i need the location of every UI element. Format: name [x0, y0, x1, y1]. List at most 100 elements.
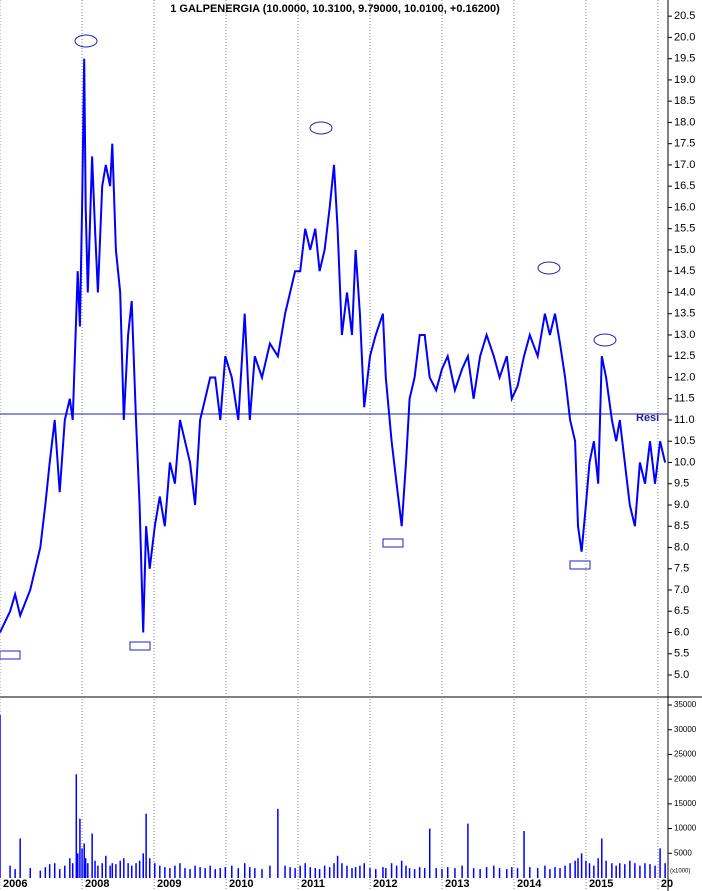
volume-bar	[101, 863, 103, 878]
resistance-label: Resi	[636, 412, 659, 424]
volume-bar	[44, 867, 47, 878]
volume-bar	[79, 818, 81, 878]
volume-bar	[75, 774, 78, 878]
volume-bar	[564, 865, 566, 878]
volume-bar	[224, 867, 227, 878]
volume-bar	[83, 843, 85, 878]
y-tick-label: 13.0	[674, 329, 695, 341]
volume-bar	[231, 865, 233, 878]
bull-icon	[569, 560, 591, 570]
volume-bar	[309, 867, 311, 878]
volume-bar	[597, 858, 599, 878]
volume-bar	[472, 868, 475, 878]
volume-bar	[479, 869, 481, 878]
volume-bar	[359, 865, 361, 878]
volume-bar	[549, 869, 551, 878]
volume-bar	[164, 867, 166, 878]
volume-bar	[299, 865, 301, 878]
volume-bar	[405, 865, 407, 878]
y-tick-label: 17.5	[674, 138, 695, 150]
volume-bar	[664, 863, 666, 878]
volume-bar	[390, 863, 393, 878]
volume-bar	[184, 868, 186, 878]
bear-icon	[309, 121, 333, 135]
y-tick-label: 12.5	[674, 350, 695, 362]
volume-bar	[261, 869, 263, 878]
volume-bar	[130, 865, 133, 878]
volume-bar	[529, 867, 531, 878]
volume-bar	[428, 828, 431, 878]
y-tick-label: 8.5	[674, 520, 689, 532]
y-tick-label: 18.0	[674, 116, 695, 128]
volume-bar	[29, 868, 31, 878]
y-tick-label: 15.5	[674, 223, 695, 235]
y-tick-label: 16.5	[674, 180, 695, 192]
bear-icon	[537, 261, 561, 275]
volume-bar	[119, 860, 121, 878]
x-tick-label: 2014	[517, 878, 542, 890]
volume-bar	[142, 853, 144, 878]
volume-bar	[423, 868, 426, 878]
volume-bar	[523, 831, 525, 878]
volume-bar	[649, 864, 651, 878]
volume-bar	[506, 869, 508, 878]
bear-icon	[593, 333, 617, 347]
volume-bar	[81, 848, 83, 878]
volume-bar	[135, 863, 137, 878]
y-tick-label: 9.5	[674, 478, 689, 490]
volume-bar	[123, 858, 125, 878]
volume-bar	[605, 860, 607, 878]
volume-bar	[408, 868, 411, 878]
volume-bar	[84, 858, 87, 878]
volume-bar	[76, 853, 79, 878]
y-tick-label: 19.5	[674, 53, 695, 65]
y-tick-label: 6.5	[674, 605, 689, 617]
volume-bar	[48, 864, 51, 878]
bear-icons	[74, 34, 617, 347]
y-tick-label: 5000	[674, 848, 692, 857]
volume-bar	[97, 865, 99, 878]
x-tick-label: 2008	[85, 878, 109, 890]
bear-icon	[74, 34, 98, 48]
volume-bar	[318, 869, 321, 878]
volume-bar	[461, 865, 463, 878]
volume-bar	[363, 863, 365, 878]
bull-icon	[129, 641, 151, 651]
volume-bar	[418, 867, 421, 878]
volume-bar	[294, 868, 296, 878]
volume-bar	[516, 868, 519, 878]
volume-bar	[154, 863, 156, 878]
x-tick-label: 2015	[589, 878, 613, 890]
volume-bar	[174, 865, 176, 878]
bull-icon	[382, 538, 404, 548]
volume-bar	[69, 858, 71, 878]
y-tick-label: 15.0	[674, 244, 695, 256]
volume-bar	[64, 865, 66, 878]
volume-bar	[351, 868, 353, 878]
volume-bar	[544, 865, 546, 878]
volume-bar	[14, 869, 16, 878]
volume-bar	[159, 865, 161, 878]
volume-bar	[574, 860, 576, 878]
volume-bar	[485, 867, 488, 878]
volume-bar	[269, 865, 271, 878]
bull-icons	[0, 538, 591, 660]
volume-bar	[333, 863, 335, 878]
y-tick-label: 25000	[674, 750, 697, 759]
volume-bar	[629, 860, 631, 878]
y-tick-label: 7.5	[674, 563, 689, 575]
volume-bar	[127, 863, 129, 878]
volume-bar	[615, 865, 617, 878]
volume-bar	[111, 863, 114, 878]
volume-bar	[454, 868, 456, 878]
volume-bar	[249, 867, 251, 878]
y-tick-label: 6.0	[674, 626, 689, 638]
volume-bar	[145, 813, 147, 878]
volume-bar	[369, 868, 371, 878]
y-tick-label: 17.0	[674, 159, 695, 171]
volume-bar	[314, 868, 317, 878]
y-tick-label: 15000	[674, 799, 697, 808]
volume-bar	[346, 865, 348, 878]
volume-bar	[243, 863, 246, 878]
y-tick-label: 20.5	[674, 10, 695, 22]
